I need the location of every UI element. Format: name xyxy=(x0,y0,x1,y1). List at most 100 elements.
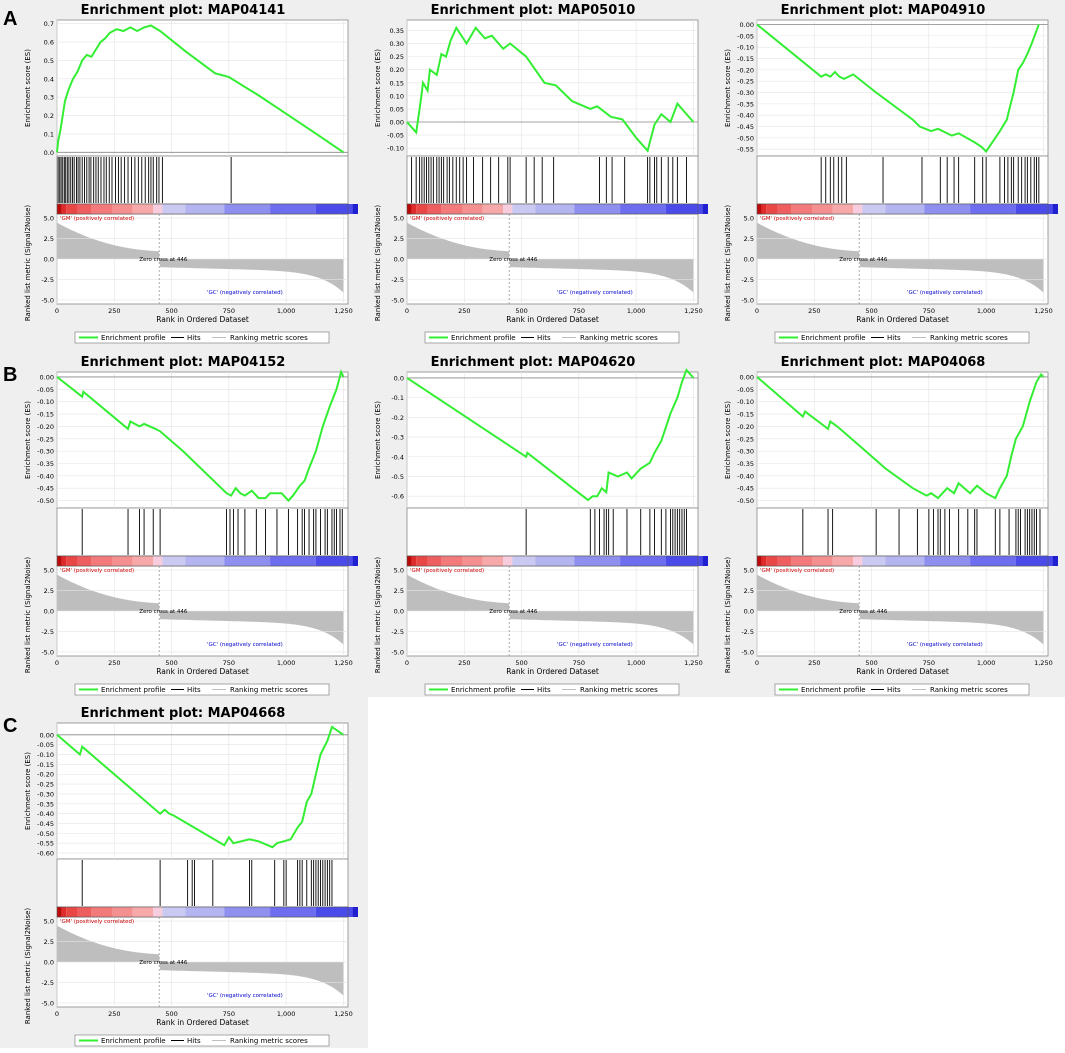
heatmap-segment xyxy=(185,907,225,917)
es-tick-label: -0.5 xyxy=(391,473,404,481)
metric-tick-label: -5.0 xyxy=(741,296,754,304)
metric-tick-label: 0.0 xyxy=(44,959,54,967)
es-axis-label: Enrichment score (ES) xyxy=(374,401,382,479)
panel-letter-b: B xyxy=(3,364,18,386)
enrichment-plot-svg: Enrichment plot: MAP04141 0.0 0.1 0.2 0.3 0.4… xyxy=(24,3,358,344)
heatmap-segment xyxy=(132,556,154,566)
plot-title: Enrichment plot: MAP04910 xyxy=(781,3,986,18)
es-axis-label: Enrichment score (ES) xyxy=(24,49,32,127)
metric-tick-label: 2.5 xyxy=(394,587,404,595)
x-tick-label: 750 xyxy=(923,659,935,667)
legend-box xyxy=(774,683,1030,696)
heatmap-segment xyxy=(411,556,417,566)
legend-entry-hits: Hits xyxy=(187,1037,201,1045)
legend-entry-hits: Hits xyxy=(187,334,201,342)
legend: Enrichment profile Hits Ranking metric sco… xyxy=(424,683,680,696)
ranking-metric-area xyxy=(57,925,344,996)
heatmap-segment xyxy=(1052,204,1058,214)
heatmap-segment xyxy=(61,556,67,566)
heatmap-frame xyxy=(756,203,1049,215)
plot-title: Enrichment plot: MAP04141 xyxy=(81,3,286,18)
metric-tick-label: 2.5 xyxy=(394,235,404,243)
enrichment-plot: Enrichment plot: MAP04141 0.0 0.1 0.2 0.3 0.4… xyxy=(8,0,358,344)
es-panel xyxy=(56,722,349,860)
legend-entry-profile: Enrichment profile xyxy=(801,686,866,694)
x-tick-label: 750 xyxy=(923,307,935,315)
legend-entry-metric: Ranking metric scores xyxy=(230,1037,308,1045)
es-tick-label: -0.05 xyxy=(37,386,54,394)
heatmap-segment xyxy=(535,556,575,566)
es-tick-label: 0.5 xyxy=(44,57,54,65)
metric-tick-label: -5.0 xyxy=(41,648,54,656)
es-axis-label: Enrichment score (ES) xyxy=(724,49,732,127)
es-tick-label: 0.00 xyxy=(740,21,754,29)
es-tick-label: -0.05 xyxy=(37,741,54,749)
legend-entry-profile: Enrichment profile xyxy=(451,686,516,694)
heatmap-segment xyxy=(91,907,112,917)
metric-tick-label: -5.0 xyxy=(391,648,404,656)
heatmap-segment xyxy=(224,556,271,566)
heatmap-segment xyxy=(407,556,412,566)
legend-entry-metric: Ranking metric scores xyxy=(580,334,658,342)
heatmap-segment xyxy=(702,204,708,214)
es-tick-label: -0.6 xyxy=(391,493,404,501)
es-tick-label: 0.00 xyxy=(740,373,754,381)
x-tick-label: 1,250 xyxy=(334,1010,353,1018)
heatmap-segment xyxy=(761,204,767,214)
metric-tick-label: 5.0 xyxy=(744,215,754,223)
legend-box xyxy=(774,331,1030,344)
es-panel xyxy=(56,19,349,157)
heatmap-segment xyxy=(61,907,67,917)
positive-label: 'GM' (positively correlated) xyxy=(410,568,484,574)
legend-box xyxy=(74,683,330,696)
es-tick-label: -0.20 xyxy=(737,66,754,74)
heatmap-segment xyxy=(61,204,67,214)
heatmap-segment xyxy=(132,204,154,214)
heatmap-frame xyxy=(406,555,699,567)
heatmap-segment xyxy=(427,204,442,214)
heatmap-segment xyxy=(924,556,971,566)
es-tick-label: 0.3 xyxy=(44,94,54,102)
heatmap-segment xyxy=(665,556,703,566)
heatmap-segment xyxy=(766,204,778,214)
enrichment-plot: Enrichment plot: MAP04620 0.0 -0.1 -0.2 -0.3… xyxy=(358,352,708,696)
metric-tick-label: 5.0 xyxy=(44,567,54,575)
metric-tick-label: 2.5 xyxy=(44,938,54,946)
legend: Enrichment profile Hits Ranking metric sco… xyxy=(424,331,680,344)
heatmap-segment xyxy=(270,907,316,917)
heatmap-segment xyxy=(853,556,863,566)
es-panel xyxy=(756,371,1049,509)
legend: Enrichment profile Hits Ranking metric sco… xyxy=(774,331,1030,344)
es-tick-label: 0.15 xyxy=(390,79,404,87)
es-tick-label: -0.15 xyxy=(737,55,754,63)
heatmap-segment xyxy=(503,204,513,214)
x-tick-label: 250 xyxy=(108,307,120,315)
x-tick-label: 500 xyxy=(165,307,177,315)
heatmap-segment xyxy=(77,556,92,566)
es-tick-label: 0.1 xyxy=(44,130,54,138)
es-tick-label: 0.0 xyxy=(44,149,54,157)
x-axis-label: Rank in Ordered Dataset xyxy=(156,315,249,324)
x-tick-label: 0 xyxy=(55,659,59,667)
es-tick-label: -0.30 xyxy=(37,790,54,798)
heatmap-segment xyxy=(91,556,112,566)
heatmap-segment xyxy=(574,556,621,566)
metric-axis-label: Ranked list metric (Signal2Noise) xyxy=(374,557,382,674)
heatmap-segment xyxy=(162,556,186,566)
heatmap-segment xyxy=(66,204,78,214)
zero-cross-label: Zero cross at 446 xyxy=(839,609,888,615)
es-tick-label: -0.15 xyxy=(37,761,54,769)
heatmap-segment xyxy=(352,907,358,917)
enrichment-plot-svg: Enrichment plot: MAP046680.00-0.05-0.10-… xyxy=(24,706,358,1047)
plot-title: Enrichment plot: MAP04068 xyxy=(781,355,986,370)
es-tick-label: -0.30 xyxy=(737,448,754,456)
legend-entry-hits: Hits xyxy=(887,334,901,342)
es-tick-label: -0.55 xyxy=(37,840,54,848)
negative-label: 'GC' (negatively correlated) xyxy=(207,993,283,999)
es-tick-label: 0.05 xyxy=(390,105,404,113)
metric-tick-label: 0.0 xyxy=(44,608,54,616)
legend-entry-metric: Ranking metric scores xyxy=(930,334,1008,342)
heatmap-segment xyxy=(411,204,417,214)
metric-tick-label: 5.0 xyxy=(44,918,54,926)
legend-entry-profile: Enrichment profile xyxy=(451,334,516,342)
